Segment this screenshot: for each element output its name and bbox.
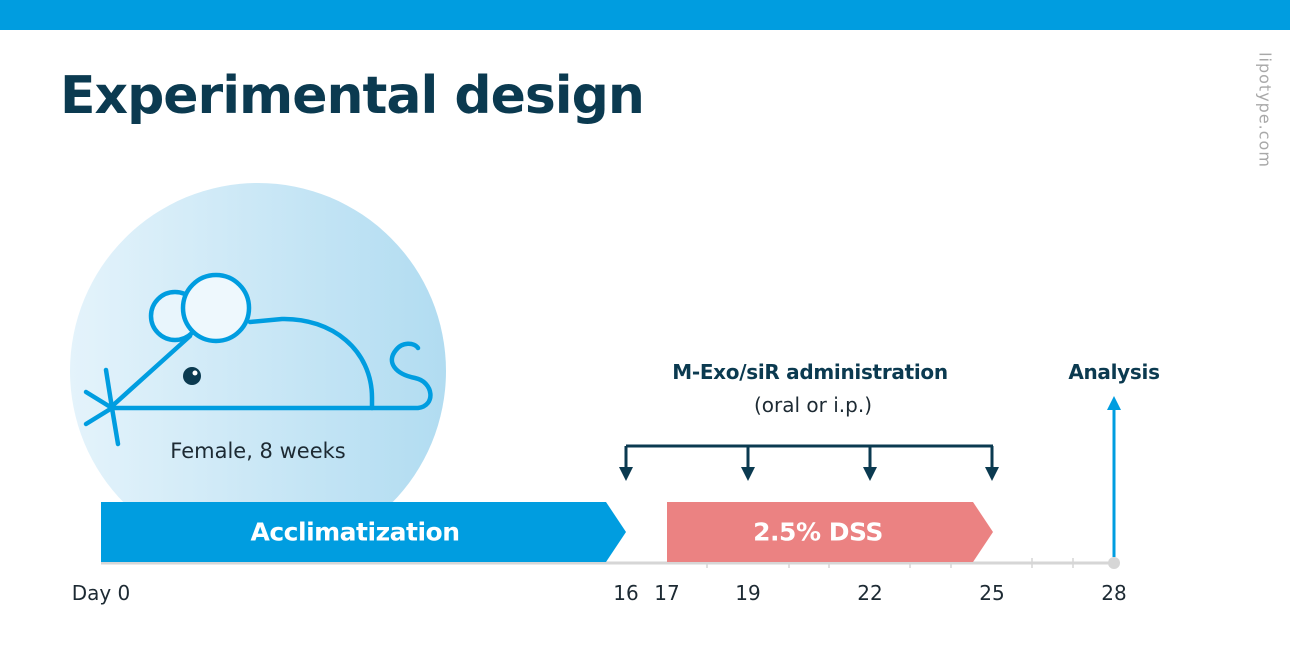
tick-label-22: 22 bbox=[857, 581, 883, 605]
administration-bracket bbox=[619, 444, 999, 481]
acclimatization-label: Acclimatization bbox=[250, 517, 460, 547]
analysis-label: Analysis bbox=[1068, 360, 1160, 384]
mouse-tail bbox=[369, 341, 433, 411]
mouse-eye bbox=[183, 367, 201, 385]
tick-label-28: 28 bbox=[1101, 581, 1127, 605]
mouse-backdrop-circle bbox=[70, 183, 446, 559]
top-accent-bar bbox=[0, 0, 1290, 30]
administration-subtitle: (oral or i.p.) bbox=[753, 393, 873, 417]
tick-label-25: 25 bbox=[979, 581, 1005, 605]
dss-phase-bar bbox=[667, 502, 993, 562]
mouse-ear-front bbox=[180, 272, 252, 344]
mouse-caption: Female, 8 weeks bbox=[170, 439, 346, 463]
administration-title: M-Exo/siR administration bbox=[672, 360, 948, 384]
page-title: Experimental design bbox=[60, 66, 645, 126]
dss-label: 2.5% DSS bbox=[753, 517, 883, 547]
acclimatization-phase-bar bbox=[101, 502, 626, 562]
mouse-whiskers-vertical bbox=[103, 367, 121, 447]
mouse-body bbox=[107, 316, 375, 411]
tick-label-19: 19 bbox=[735, 581, 761, 605]
mouse-icon bbox=[83, 272, 433, 447]
tick-label-17: 17 bbox=[654, 581, 680, 605]
analysis-arrow bbox=[1107, 396, 1121, 557]
tick-label-16: 16 bbox=[613, 581, 639, 605]
tick-label-day0: Day 0 bbox=[71, 581, 131, 605]
timeline-end-dot bbox=[1108, 557, 1120, 569]
